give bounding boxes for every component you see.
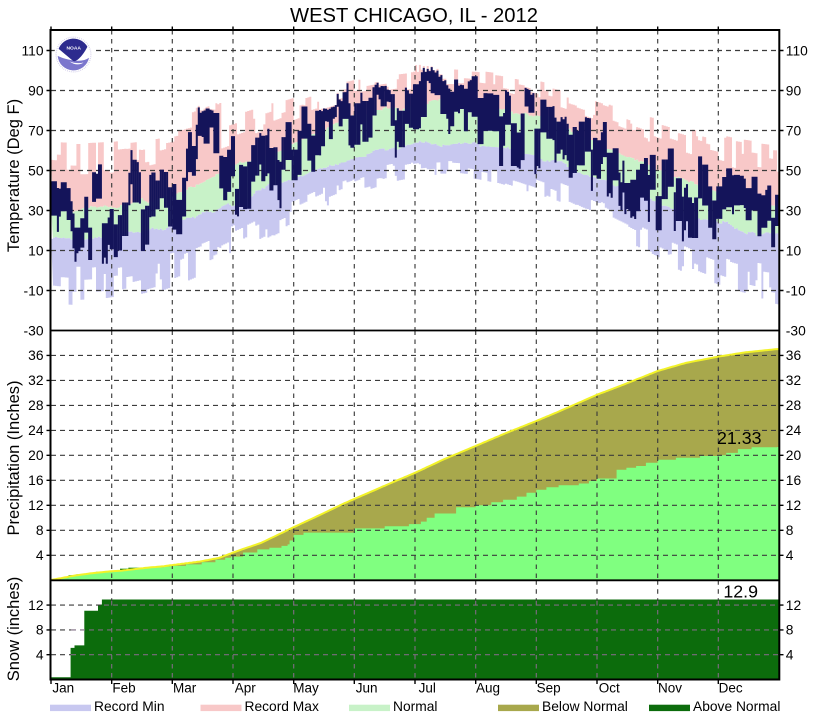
svg-text:24: 24 xyxy=(28,423,44,438)
svg-text:Normal: Normal xyxy=(393,699,437,714)
svg-text:20: 20 xyxy=(786,448,802,463)
svg-text:28: 28 xyxy=(786,398,802,413)
svg-text:50: 50 xyxy=(786,163,802,178)
svg-text:32: 32 xyxy=(28,373,43,388)
svg-text:Oct: Oct xyxy=(599,681,620,696)
svg-text:70: 70 xyxy=(786,123,802,138)
svg-text:12.9: 12.9 xyxy=(723,581,758,601)
svg-text:21.33: 21.33 xyxy=(717,428,762,448)
svg-text:Record Min: Record Min xyxy=(94,699,165,714)
svg-text:24: 24 xyxy=(786,423,802,438)
svg-text:28: 28 xyxy=(28,398,44,413)
svg-text:90: 90 xyxy=(28,83,44,98)
svg-text:16: 16 xyxy=(786,473,802,488)
svg-text:8: 8 xyxy=(786,623,794,638)
svg-text:12: 12 xyxy=(786,598,801,613)
svg-text:110: 110 xyxy=(786,43,808,58)
svg-text:4: 4 xyxy=(36,548,44,563)
svg-text:Feb: Feb xyxy=(112,681,135,696)
svg-text:Jun: Jun xyxy=(356,681,378,696)
svg-text:36: 36 xyxy=(28,348,44,363)
svg-text:Sep: Sep xyxy=(537,681,561,696)
svg-text:4: 4 xyxy=(36,648,44,663)
svg-text:12: 12 xyxy=(28,498,43,513)
svg-text:16: 16 xyxy=(28,473,44,488)
svg-text:Precipitation (Inches): Precipitation (Inches) xyxy=(5,381,23,536)
svg-text:May: May xyxy=(293,681,319,696)
svg-text:Temperature (Deg F): Temperature (Deg F) xyxy=(5,99,23,252)
svg-text:20: 20 xyxy=(28,448,44,463)
svg-text:8: 8 xyxy=(36,623,44,638)
svg-text:10: 10 xyxy=(786,243,802,258)
svg-text:4: 4 xyxy=(786,648,794,663)
svg-text:4: 4 xyxy=(786,548,794,563)
svg-text:Nov: Nov xyxy=(658,681,682,696)
svg-text:-10: -10 xyxy=(786,283,806,298)
svg-text:-10: -10 xyxy=(24,283,44,298)
svg-text:Mar: Mar xyxy=(173,681,197,696)
svg-text:Snow (inches): Snow (inches) xyxy=(5,577,23,682)
svg-text:-30: -30 xyxy=(24,323,44,338)
svg-text:WEST CHICAGO, IL - 2012: WEST CHICAGO, IL - 2012 xyxy=(290,5,538,27)
svg-text:NOAA: NOAA xyxy=(66,46,81,52)
svg-text:Below Normal: Below Normal xyxy=(542,699,628,714)
svg-text:30: 30 xyxy=(28,203,44,218)
svg-text:32: 32 xyxy=(786,373,801,388)
svg-text:Aug: Aug xyxy=(476,681,500,696)
svg-text:36: 36 xyxy=(786,348,802,363)
svg-text:30: 30 xyxy=(786,203,802,218)
svg-text:90: 90 xyxy=(786,83,802,98)
svg-text:10: 10 xyxy=(28,243,44,258)
svg-text:110: 110 xyxy=(22,43,44,58)
svg-text:-30: -30 xyxy=(786,323,806,338)
svg-text:50: 50 xyxy=(28,163,44,178)
svg-text:Jul: Jul xyxy=(419,681,436,696)
svg-text:Above Normal: Above Normal xyxy=(693,699,780,714)
svg-text:70: 70 xyxy=(28,123,44,138)
svg-text:8: 8 xyxy=(786,523,794,538)
svg-text:Apr: Apr xyxy=(235,681,257,696)
svg-text:Jan: Jan xyxy=(52,681,74,696)
svg-text:12: 12 xyxy=(786,498,801,513)
svg-text:12: 12 xyxy=(28,598,43,613)
svg-text:Dec: Dec xyxy=(719,681,743,696)
svg-text:8: 8 xyxy=(36,523,44,538)
svg-text:Record Max: Record Max xyxy=(245,699,319,714)
